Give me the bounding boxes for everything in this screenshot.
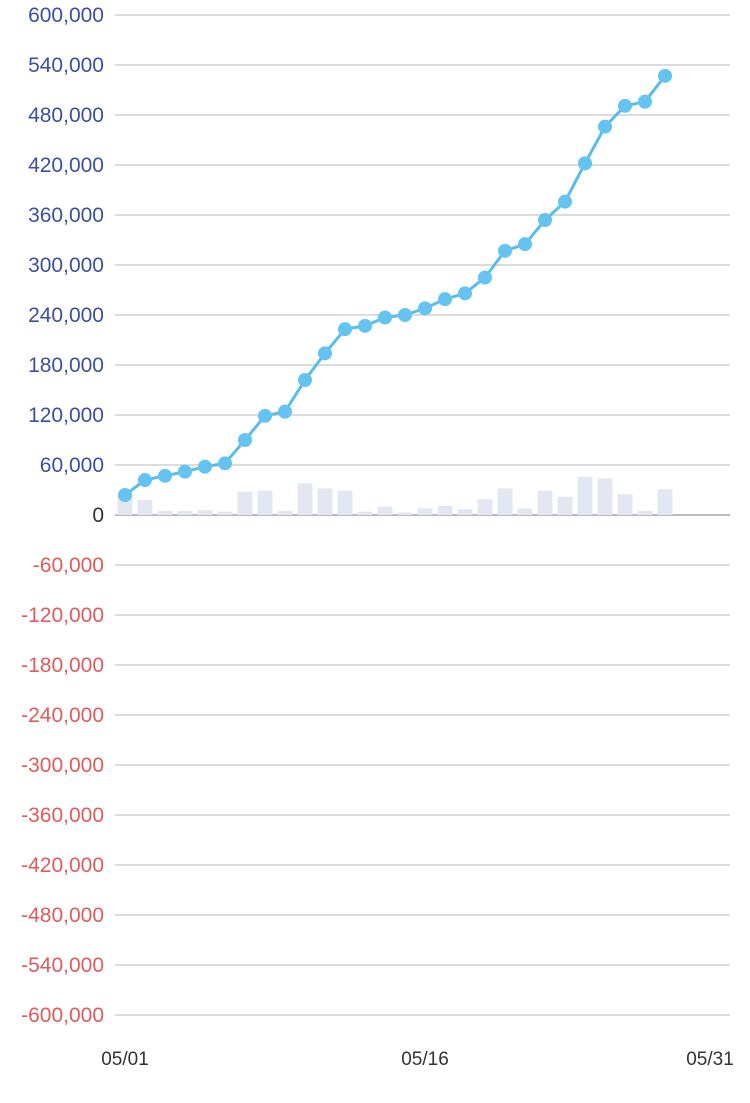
bar: [637, 510, 653, 515]
y-tick-label: 540,000: [28, 54, 104, 77]
data-point: [518, 237, 532, 252]
data-point: [198, 459, 212, 474]
bar: [217, 511, 233, 515]
bar: [477, 499, 493, 515]
y-tick-label: -600,000: [21, 1004, 104, 1027]
y-tick-label: 180,000: [28, 354, 104, 377]
x-tick-label: 05/01: [101, 1049, 149, 1070]
bar: [517, 508, 533, 515]
x-axis-ticks: 05/01 05/16 05/31: [101, 1049, 734, 1070]
data-point: [478, 270, 492, 285]
y-tick-label: -300,000: [21, 754, 104, 777]
data-point: [438, 292, 452, 307]
data-point: [498, 243, 512, 258]
bar: [617, 494, 633, 515]
data-point: [318, 346, 332, 361]
y-tick-label: -120,000: [21, 604, 104, 627]
y-tick-label: 480,000: [28, 104, 104, 127]
x-tick-label: 05/16: [401, 1049, 449, 1070]
y-tick-label: 300,000: [28, 254, 104, 277]
data-point: [378, 310, 392, 325]
bar: [417, 508, 433, 515]
bar: [277, 510, 293, 515]
y-tick-label: 120,000: [28, 404, 104, 427]
data-point: [618, 98, 632, 113]
data-point: [238, 433, 252, 447]
data-point: [538, 213, 552, 227]
bar: [357, 511, 373, 515]
data-point: [138, 473, 152, 487]
bar: [577, 476, 593, 515]
y-tick-label: 0: [92, 504, 104, 527]
y-tick-label: -180,000: [21, 654, 104, 677]
data-point: [398, 308, 412, 322]
data-point: [358, 318, 372, 333]
bar: [197, 510, 213, 515]
bar: [137, 500, 153, 515]
bar: [237, 491, 253, 515]
data-point: [338, 322, 352, 337]
bar: [177, 510, 193, 515]
y-tick-label: 360,000: [28, 204, 104, 227]
y-tick-label: -480,000: [21, 904, 104, 927]
y-tick-label: 420,000: [28, 154, 104, 177]
bar: [317, 488, 333, 515]
data-point: [578, 156, 592, 171]
bar: [377, 506, 393, 515]
data-point: [258, 408, 272, 423]
y-tick-label: -360,000: [21, 804, 104, 827]
y-tick-label: -240,000: [21, 704, 104, 727]
y-tick-label: -420,000: [21, 854, 104, 877]
data-point: [638, 94, 652, 109]
data-point: [158, 468, 172, 483]
bar: [397, 512, 413, 515]
bar: [297, 483, 313, 515]
series-line: [124, 74, 667, 497]
data-point: [218, 456, 232, 471]
y-tick-label: -540,000: [21, 954, 104, 977]
bar: [337, 490, 353, 515]
bar: [597, 478, 613, 515]
bar: [557, 496, 573, 515]
point-layer: [118, 68, 672, 502]
bar-layer: [117, 476, 673, 515]
line-layer: [124, 74, 667, 497]
bar: [157, 510, 173, 515]
y-tick-label: 240,000: [28, 304, 104, 327]
bar: [257, 490, 273, 515]
y-tick-label: 600,000: [28, 4, 104, 27]
data-point: [598, 119, 612, 134]
data-point: [558, 194, 572, 209]
bar: [497, 488, 513, 515]
y-axis-ticks: 600,000 540,000 480,000 420,000 360,000 300,0…: [21, 4, 104, 1027]
bar: [537, 490, 553, 515]
data-point: [658, 68, 672, 83]
data-point: [418, 301, 432, 316]
data-point: [458, 286, 472, 301]
data-point: [178, 464, 192, 479]
y-tick-label: 60,000: [40, 454, 104, 477]
bar: [437, 505, 453, 515]
bar: [657, 489, 673, 515]
data-point: [278, 404, 292, 419]
data-point: [298, 373, 312, 387]
x-tick-label: 05/31: [686, 1049, 734, 1070]
bar: [457, 509, 473, 515]
y-tick-label: -60,000: [33, 554, 104, 577]
data-point: [118, 488, 132, 502]
